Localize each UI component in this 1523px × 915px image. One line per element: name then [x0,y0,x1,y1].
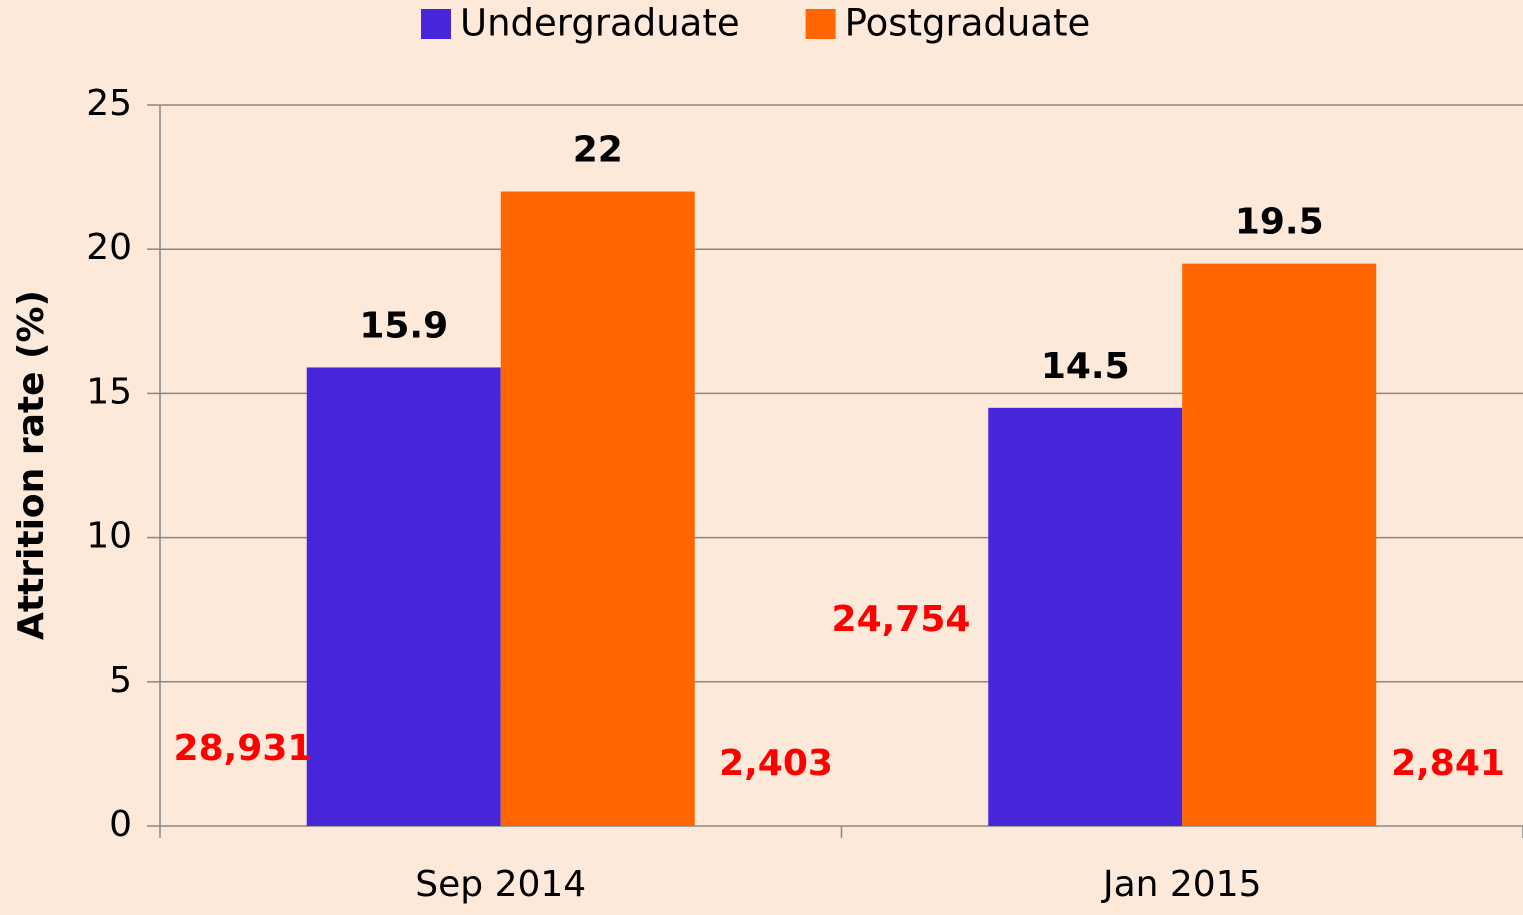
x-tick-label: Jan 2015 [1101,864,1262,905]
data-label: 14.5 [1041,346,1130,387]
data-label: 19.5 [1235,202,1324,243]
data-label: 22 [573,130,623,171]
legend-swatch [805,9,836,39]
data-label: 15.9 [359,305,448,346]
y-tick-label: 5 [109,660,132,701]
x-tick-label: Sep 2014 [415,864,586,905]
annotation: 24,754 [832,599,971,640]
y-tick-label: 0 [109,804,132,845]
bar [500,191,695,826]
bar [306,367,501,826]
y-tick-label: 15 [86,371,132,412]
y-tick-label: 25 [86,83,132,124]
annotation: 2,841 [1391,743,1505,784]
legend-label: Postgraduate [845,2,1091,45]
bar [988,407,1183,826]
annotation: 2,403 [719,743,833,784]
legend-label: Undergraduate [460,2,740,45]
annotation: 28,931 [174,728,313,769]
y-tick-label: 20 [86,227,132,268]
y-axis-label: Attrition rate (%) [11,290,52,640]
bar [1182,263,1377,826]
legend-swatch [421,9,451,39]
y-tick-label: 10 [86,516,132,557]
